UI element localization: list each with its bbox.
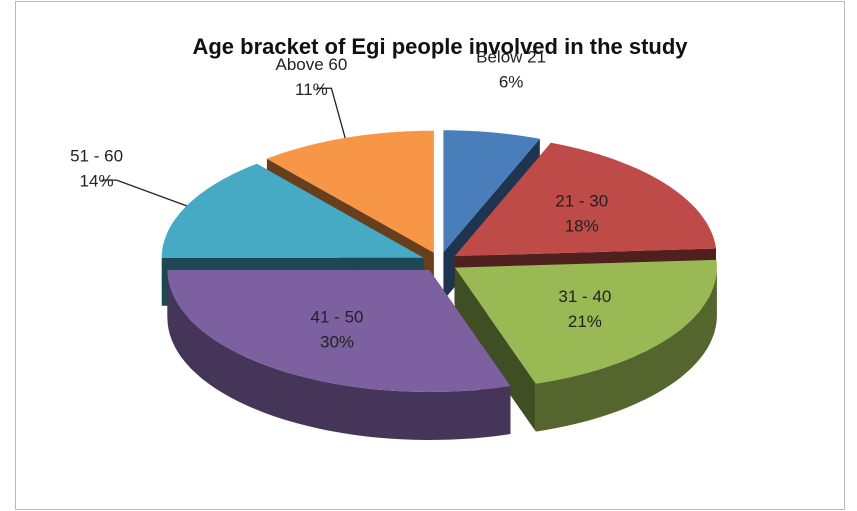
- slice-category-label: Above 60: [276, 55, 348, 74]
- slice-outer-wall: [167, 270, 511, 440]
- chart-title: Age bracket of Egi people involved in th…: [192, 34, 688, 59]
- slice-top: [167, 270, 511, 392]
- slice-value-label: 18%: [565, 217, 599, 236]
- slice-top: [454, 142, 716, 257]
- slice-top: [454, 259, 717, 384]
- slice-side-wall: [454, 267, 536, 432]
- slice-value-label: 11%: [295, 80, 328, 99]
- pie-slice: [454, 259, 717, 432]
- slice-top: [161, 163, 424, 258]
- slice-value-label: 14%: [80, 172, 114, 191]
- slice-category-label: 21 - 30: [555, 192, 608, 211]
- slice-value-label: 21%: [568, 312, 602, 331]
- slice-category-label: 51 - 60: [70, 147, 123, 166]
- slice-category-label: 31 - 40: [558, 287, 611, 306]
- slice-value-label: 30%: [320, 333, 354, 352]
- slice-category-label: Below 21: [476, 47, 546, 66]
- leader-line: [101, 179, 187, 207]
- pie-slice: [167, 270, 511, 440]
- slice-category-label: 41 - 50: [311, 308, 364, 327]
- leader-line: [316, 87, 346, 139]
- slice-top: [266, 130, 434, 253]
- slice-top: [443, 130, 540, 253]
- slice-outer-wall: [535, 267, 717, 432]
- slice-value-label: 6%: [499, 72, 524, 91]
